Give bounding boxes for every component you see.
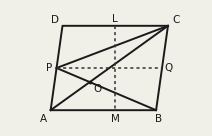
Text: C: C	[172, 15, 179, 25]
Text: O: O	[93, 84, 101, 94]
Text: Q: Q	[164, 63, 172, 73]
Text: B: B	[155, 114, 162, 124]
Text: A: A	[40, 114, 47, 124]
Text: D: D	[50, 15, 59, 25]
Text: P: P	[46, 63, 53, 73]
Text: M: M	[111, 114, 120, 124]
Text: L: L	[112, 14, 118, 24]
